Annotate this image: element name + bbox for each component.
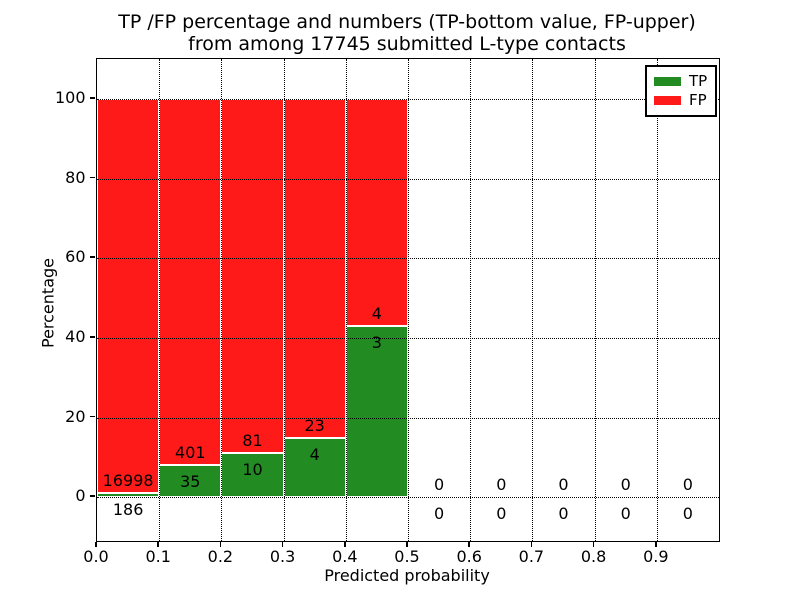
bar-fp-segment-0 — [97, 98, 160, 493]
gridline-v-0.9 — [656, 59, 658, 541]
y-tick-0 — [89, 495, 95, 497]
gridline-v-0.4 — [345, 59, 347, 541]
bar-tp-segment-0 — [97, 492, 160, 498]
y-tick-label-80: 80 — [65, 167, 86, 187]
fp-count-label-6: 0 — [496, 475, 507, 495]
x-tick-0.8 — [592, 541, 595, 547]
fp-count-label-8: 0 — [620, 475, 631, 495]
legend-label-tp: TP — [689, 72, 708, 90]
bar-tp-segment-4 — [345, 326, 408, 498]
x-tick-label-0.4: 0.4 — [332, 547, 358, 566]
legend-entry-fp: FP — [654, 91, 708, 110]
tp-count-label-6: 0 — [496, 504, 507, 524]
x-tick-0.0 — [95, 541, 97, 547]
x-tick-0.5 — [406, 541, 408, 547]
legend-swatch-tp-icon — [654, 77, 681, 86]
fp-count-label-7: 0 — [558, 475, 569, 495]
tp-count-label-9: 0 — [682, 504, 693, 524]
x-tick-label-0.7: 0.7 — [518, 547, 545, 566]
tp-count-label-3: 4 — [309, 445, 320, 465]
x-tick-label-0.2: 0.2 — [207, 547, 234, 566]
gridline-v-0.3 — [283, 59, 285, 541]
y-tick-40 — [89, 336, 95, 338]
y-tick-80 — [89, 176, 95, 179]
legend-entry-tp: TP — [654, 72, 708, 91]
fp-count-label-0: 16998 — [102, 470, 154, 490]
gridline-v-0.8 — [594, 59, 596, 541]
fp-count-label-9: 0 — [682, 475, 693, 495]
y-tick-label-100: 100 — [54, 87, 86, 107]
fp-count-label-4: 4 — [371, 304, 382, 324]
x-tick-0.9 — [655, 541, 657, 547]
tp-count-label-1: 35 — [180, 472, 201, 492]
x-tick-label-0.6: 0.6 — [456, 547, 482, 566]
x-tick-0.2 — [219, 541, 222, 547]
grid-layer — [97, 59, 719, 541]
x-tick-0.4 — [344, 541, 346, 547]
x-tick-0.7 — [530, 541, 533, 547]
x-tick-label-0.1: 0.1 — [145, 547, 171, 566]
y-tick-label-0: 0 — [75, 486, 86, 506]
bars-layer — [97, 59, 719, 541]
chart-title-line2: from among 17745 submitted L-type contac… — [188, 33, 626, 55]
chart-title: TP /FP percentage and numbers (TP-bottom… — [118, 11, 696, 55]
y-tick-100 — [89, 97, 95, 99]
bar-fp-segment-4 — [345, 98, 408, 327]
bar-tp-segment-2 — [221, 453, 284, 498]
legend: TP FP — [645, 65, 717, 117]
x-tick-label-0.5: 0.5 — [394, 547, 420, 566]
bar-fp-segment-1 — [159, 98, 222, 466]
y-axis-label: Percentage — [38, 257, 58, 349]
fp-count-label-3: 23 — [304, 416, 325, 436]
tp-count-label-5: 0 — [434, 504, 445, 524]
bar-fp-segment-3 — [283, 98, 346, 439]
gridline-v-0.7 — [532, 59, 534, 541]
tp-count-label-7: 0 — [558, 504, 569, 524]
gridline-v-0.2 — [221, 59, 223, 541]
chart-title-line1: TP /FP percentage and numbers (TP-bottom… — [118, 11, 696, 33]
x-tick-0.6 — [468, 541, 470, 547]
gridline-v-0.5 — [408, 59, 409, 541]
tp-count-label-8: 0 — [620, 504, 631, 524]
gridline-v-0.6 — [470, 59, 472, 541]
y-tick-60 — [89, 256, 95, 258]
x-tick-label-0.9: 0.9 — [643, 547, 669, 566]
y-tick-label-60: 60 — [65, 247, 86, 267]
gridline-v-0.1 — [159, 59, 161, 541]
x-axis-label: Predicted probability — [324, 566, 490, 585]
bar-tp-segment-3 — [283, 438, 346, 498]
x-tick-label-0.3: 0.3 — [269, 547, 296, 566]
legend-label-fp: FP — [689, 91, 707, 109]
tp-count-label-0: 186 — [112, 499, 144, 519]
annotations-layer: 16998 186 401 35 81 10 23 4 4 3 0 0 0 0 0 0 0 0 0 0 — [97, 59, 719, 541]
x-tick-label-0.8: 0.8 — [580, 547, 607, 566]
plot-area: 16998 186 401 35 81 10 23 4 4 3 0 0 0 0 0 0 0 0 0 0 — [96, 58, 720, 542]
tp-count-label-2: 10 — [242, 460, 263, 480]
x-tick-label-0.0: 0.0 — [83, 547, 109, 566]
x-tick-0.3 — [281, 541, 284, 547]
y-tick-label-40: 40 — [65, 326, 86, 346]
y-tick-20 — [89, 415, 95, 418]
tp-count-label-4: 3 — [371, 333, 382, 353]
y-tick-label-20: 20 — [65, 406, 86, 426]
fp-count-label-5: 0 — [434, 475, 445, 495]
fp-count-label-2: 81 — [242, 431, 263, 451]
legend-swatch-fp-icon — [654, 96, 681, 105]
x-tick-0.1 — [157, 541, 159, 547]
fp-count-label-1: 401 — [175, 443, 206, 463]
